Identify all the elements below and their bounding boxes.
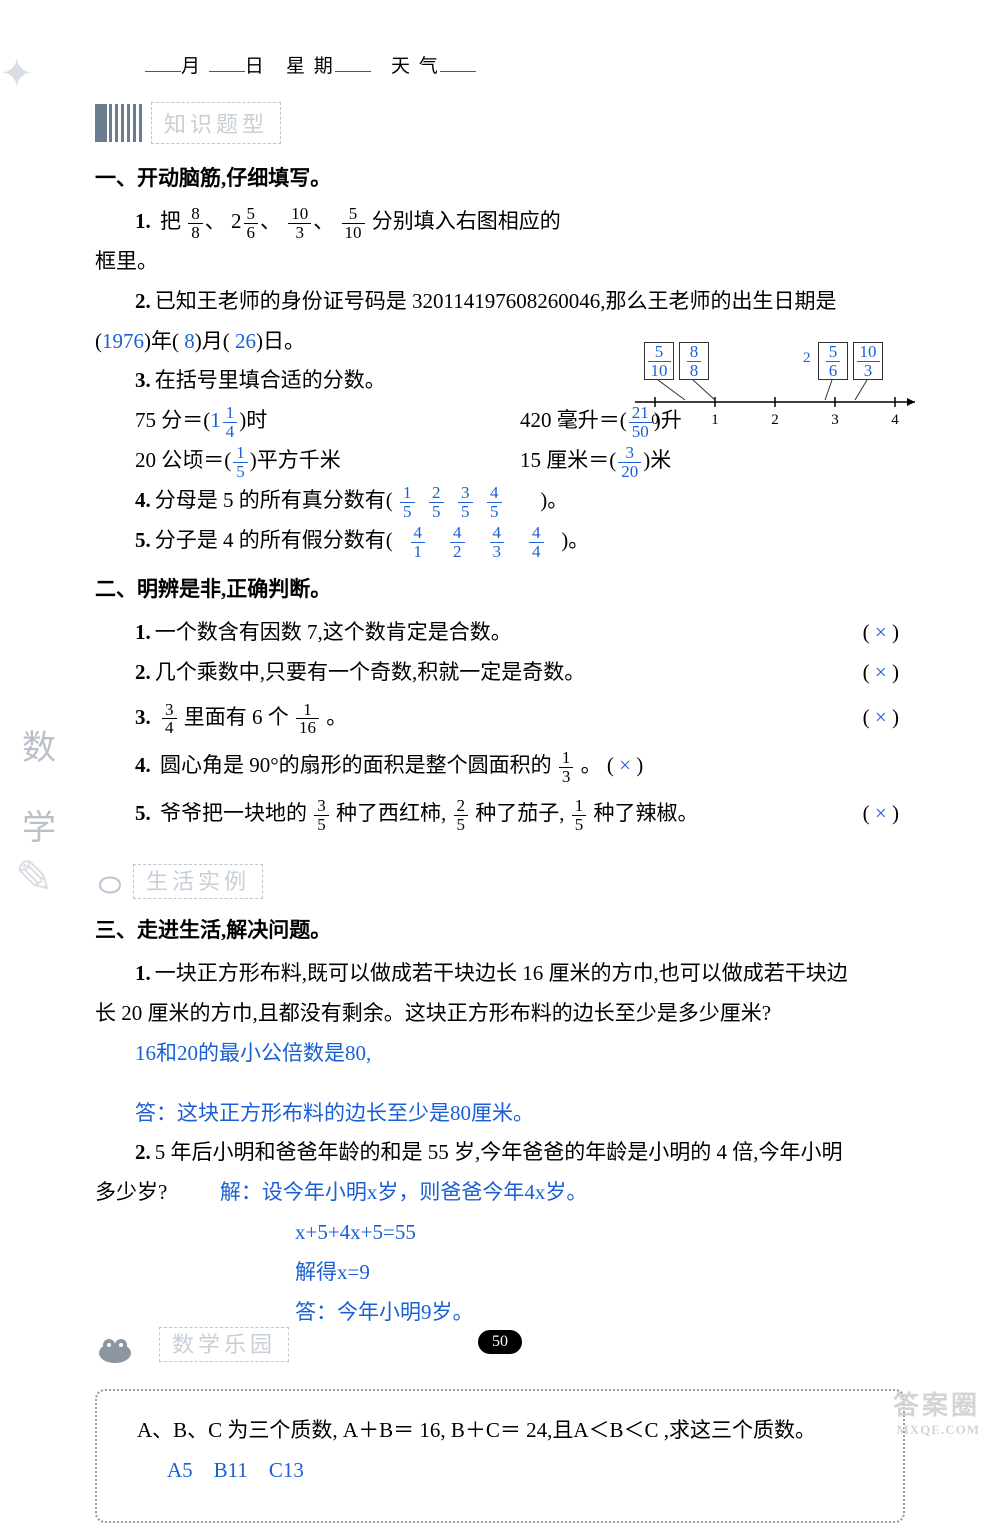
watermark-sub: MXQE.COM xyxy=(893,1422,980,1438)
q-c2-l2: 多少岁? 解：设今年小明x岁，则爸爸今年4x岁。 xyxy=(95,1173,905,1213)
q-a1-suffix: 分别填入右图相应的 xyxy=(372,209,561,233)
week-label: 星 期 xyxy=(286,56,335,77)
q-b2: 2.几个乘数中,只要有一个奇数,积就一定是奇数。 ( × ) xyxy=(135,653,905,693)
numline-box-3-whole: 2 xyxy=(803,350,811,367)
challenge-text: A、B、C 为三个质数, A＋B＝ 16, B＋C＝ 24,且A＜B＜C ,求这… xyxy=(137,1411,879,1451)
numline-box-1: 510 xyxy=(644,342,674,380)
q-c2-work2: x+5+4x+5=55 xyxy=(295,1213,905,1253)
life-banner: 生活实例 xyxy=(95,864,905,900)
q-c1-l1: 1.一块正方形布料,既可以做成若干块边长 16 厘米的方巾,也可以做成若干块边 xyxy=(135,954,905,994)
subject-char-1: 数 xyxy=(22,720,56,769)
svg-text:2: 2 xyxy=(771,412,779,428)
date-header: 月 日 星 期 天 气 xyxy=(145,50,905,78)
challenge-answer: A5 B11 C13 xyxy=(167,1451,879,1491)
day-label: 日 xyxy=(245,56,266,77)
q-b1: 1.一个数含有因数 7,这个数肯定是合数。 ( × ) xyxy=(135,613,905,653)
svg-text:4: 4 xyxy=(891,412,899,428)
q-a4: 4.分母是 5 的所有真分数有( 15 25 35 45 )。 xyxy=(135,481,905,521)
section-c-title: 三、走进生活,解决问题。 xyxy=(95,914,905,944)
numline-box-4: 103 xyxy=(853,342,883,380)
section-b-title: 二、明辨是非,正确判断。 xyxy=(95,573,905,603)
page-number: 50 xyxy=(478,1330,522,1354)
watermark: 答案圈 MXQE.COM xyxy=(893,1385,980,1438)
svg-text:0: 0 xyxy=(651,412,659,428)
watermark-main: 答案圈 xyxy=(893,1391,980,1420)
q-a2-line1: 2.已知王老师的身份证号码是 320114197608260046,那么王老师的… xyxy=(135,282,905,322)
knowledge-banner-label: 知识题型 xyxy=(151,102,281,144)
section-a-title: 一、开动脑筋,仔细填写。 xyxy=(95,162,905,192)
worksheet-page: 月 日 星 期 天 气 知识题型 一、开动脑筋,仔细填写。 1. 把 88、 2… xyxy=(95,50,905,1523)
svg-text:1: 1 xyxy=(711,412,719,428)
q-c1-l2: 长 20 厘米的方巾,且都没有剩余。这块正方形布料的边长至少是多少厘米? xyxy=(95,994,905,1034)
q-b3: 3. 34 里面有 6 个 116 。 ( × ) xyxy=(135,693,905,741)
subject-char-2: 学 xyxy=(22,800,56,849)
numline-box-2: 88 xyxy=(679,342,709,380)
challenge-box: A、B、C 为三个质数, A＋B＝ 16, B＋C＝ 24,且A＜B＜C ,求这… xyxy=(95,1389,905,1523)
q-c1-work: 16和20的最小公倍数是80, xyxy=(135,1034,905,1074)
q-b4: 4. 圆心角是 90°的扇形的面积是整个圆面积的 13 。 ( × ) xyxy=(135,741,905,789)
numline-box-3: 56 xyxy=(818,342,848,380)
life-banner-label: 生活实例 xyxy=(133,864,263,899)
month-label: 月 xyxy=(181,56,202,77)
q-c2-l1: 2.5 年后小明和爸爸年龄的和是 55 岁,今年爸爸的年龄是小明的 4 倍,今年… xyxy=(135,1133,905,1173)
owl-icon xyxy=(95,1331,155,1365)
q-c1-answer: 答：这块正方形布料的边长至少是80厘米。 xyxy=(135,1094,905,1134)
q-b5: 5. 爷爷把一块地的 35 种了西红柿, 25 种了茄子, 15 种了辣椒。 (… xyxy=(135,789,905,837)
weather-label: 天 气 xyxy=(391,56,440,77)
q-a5: 5.分子是 4 的所有假分数有( 41 42 43 44 )。 xyxy=(135,521,905,561)
svg-text:3: 3 xyxy=(831,412,839,428)
q-c2-work3: 解得x=9 xyxy=(295,1253,905,1293)
q-a1: 1. 把 88、 256、 103、 510 分别填入右图相应的 xyxy=(135,202,905,242)
fun-banner-label: 数学乐园 xyxy=(159,1327,289,1362)
q-a1-prefix: 把 xyxy=(160,209,181,233)
knowledge-banner: 知识题型 xyxy=(95,102,905,144)
q-a3-row2: 20 公顷＝(15)平方千米 15 厘米＝(320)米 xyxy=(95,441,905,481)
corner-decoration: ✦ xyxy=(0,50,34,97)
q-a1-tail: 框里。 xyxy=(95,242,905,282)
pencil-doodle: ✎ xyxy=(15,850,54,904)
number-line-figure: 0 1 2 3 4 510 88 2 xyxy=(635,342,925,432)
